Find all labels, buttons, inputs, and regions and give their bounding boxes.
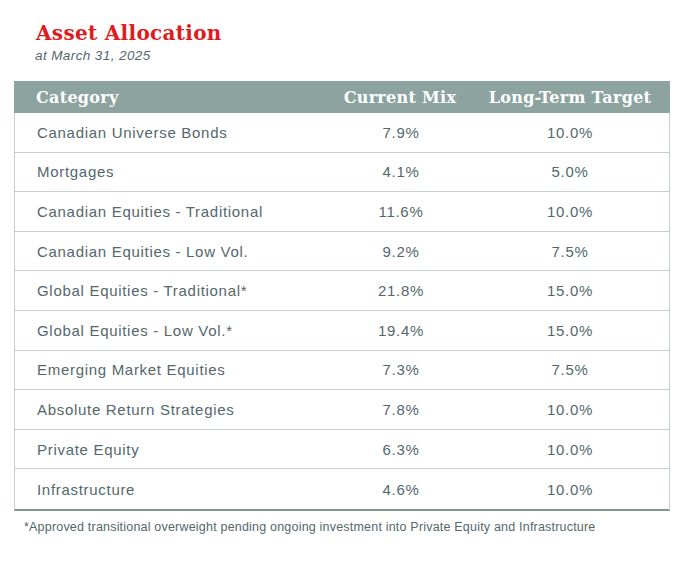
current-mix-cell: 6.3% xyxy=(331,441,471,458)
current-mix-cell: 7.9% xyxy=(331,124,471,141)
table-row: Mortgages 4.1% 5.0% xyxy=(15,153,669,193)
category-cell: Canadian Universe Bonds xyxy=(15,124,331,141)
category-cell: Canadian Equities - Low Vol. xyxy=(15,243,331,260)
table-body: Canadian Universe Bonds 7.9% 10.0% Mortg… xyxy=(14,113,670,511)
column-header-current-mix: Current Mix xyxy=(330,88,470,107)
as-of-date: at March 31, 2025 xyxy=(0,45,684,64)
current-mix-cell: 9.2% xyxy=(331,243,471,260)
long-term-target-cell: 5.0% xyxy=(471,163,669,180)
category-cell: Emerging Market Equities xyxy=(15,361,331,378)
current-mix-cell: 4.1% xyxy=(331,163,471,180)
long-term-target-cell: 10.0% xyxy=(471,124,669,141)
current-mix-cell: 7.3% xyxy=(331,361,471,378)
current-mix-cell: 4.6% xyxy=(331,481,471,498)
current-mix-cell: 11.6% xyxy=(331,203,471,220)
page-title: Asset Allocation xyxy=(0,0,684,45)
long-term-target-cell: 15.0% xyxy=(471,282,669,299)
current-mix-cell: 7.8% xyxy=(331,401,471,418)
current-mix-cell: 19.4% xyxy=(331,322,471,339)
table-row: Canadian Universe Bonds 7.9% 10.0% xyxy=(15,113,669,153)
long-term-target-cell: 7.5% xyxy=(471,243,669,260)
category-cell: Private Equity xyxy=(15,441,331,458)
asset-allocation-figure: Asset Allocation at March 31, 2025 Categ… xyxy=(0,0,684,563)
category-cell: Mortgages xyxy=(15,163,331,180)
table-row: Canadian Equities - Traditional 11.6% 10… xyxy=(15,192,669,232)
table-row: Infrastructure 4.6% 10.0% xyxy=(15,469,669,509)
long-term-target-cell: 15.0% xyxy=(471,322,669,339)
column-header-category: Category xyxy=(14,88,330,107)
long-term-target-cell: 10.0% xyxy=(471,401,669,418)
table-row: Global Equities - Low Vol.* 19.4% 15.0% xyxy=(15,311,669,351)
long-term-target-cell: 7.5% xyxy=(471,361,669,378)
category-cell: Canadian Equities - Traditional xyxy=(15,203,331,220)
category-cell: Global Equities - Low Vol.* xyxy=(15,322,331,339)
long-term-target-cell: 10.0% xyxy=(471,481,669,498)
category-cell: Absolute Return Strategies xyxy=(15,401,331,418)
long-term-target-cell: 10.0% xyxy=(471,203,669,220)
category-cell: Global Equities - Traditional* xyxy=(15,282,331,299)
asset-allocation-table: Category Current Mix Long-Term Target Ca… xyxy=(14,81,670,511)
table-row: Emerging Market Equities 7.3% 7.5% xyxy=(15,351,669,391)
category-cell: Infrastructure xyxy=(15,481,331,498)
table-row: Global Equities - Traditional* 21.8% 15.… xyxy=(15,271,669,311)
table-header-row: Category Current Mix Long-Term Target xyxy=(14,81,670,113)
long-term-target-cell: 10.0% xyxy=(471,441,669,458)
table-row: Private Equity 6.3% 10.0% xyxy=(15,430,669,470)
column-header-long-term-target: Long-Term Target xyxy=(470,88,670,107)
footnote: *Approved transitional overweight pendin… xyxy=(0,511,684,534)
table-row: Absolute Return Strategies 7.8% 10.0% xyxy=(15,390,669,430)
current-mix-cell: 21.8% xyxy=(331,282,471,299)
table-row: Canadian Equities - Low Vol. 9.2% 7.5% xyxy=(15,232,669,272)
